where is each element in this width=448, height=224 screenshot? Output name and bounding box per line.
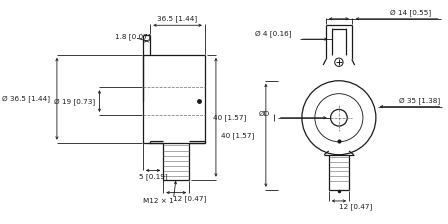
Text: 36.5 [1.44]: 36.5 [1.44] (158, 15, 198, 22)
Text: Ø 14 [0.55]: Ø 14 [0.55] (390, 9, 431, 16)
Text: 5 [0.19]: 5 [0.19] (139, 174, 168, 180)
Text: Ø 36.5 [1.44]: Ø 36.5 [1.44] (1, 95, 50, 102)
Text: ØD: ØD (258, 111, 270, 117)
Text: 1.8 [0.07]: 1.8 [0.07] (115, 33, 151, 40)
Text: Ø 35 [1.38]: Ø 35 [1.38] (400, 97, 440, 104)
Text: 40 [1.57]: 40 [1.57] (220, 132, 254, 139)
Text: M12 × 1: M12 × 1 (143, 198, 174, 204)
Text: Ø 19 [0.73]: Ø 19 [0.73] (54, 98, 95, 105)
Text: Ø 4 [0.16]: Ø 4 [0.16] (255, 30, 292, 37)
Text: 12 [0.47]: 12 [0.47] (173, 195, 207, 202)
Text: 12 [0.47]: 12 [0.47] (339, 203, 372, 210)
Text: 40 [1.57]: 40 [1.57] (213, 114, 246, 121)
